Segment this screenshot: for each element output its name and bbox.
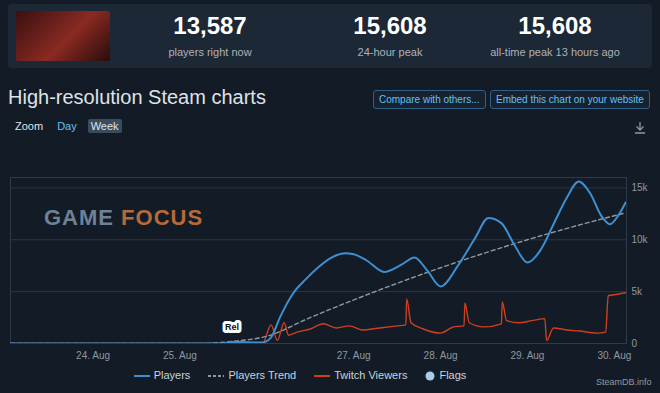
svg-text:27. Aug: 27. Aug (337, 350, 371, 361)
html-text:Embed this chart on your websi: Embed this chart on your website (496, 94, 644, 105)
svg-text:Rel: Rel (225, 322, 239, 332)
html-text:Players: Players (153, 369, 191, 381)
html-text:High-resolution Steam charts: High-resolution Steam charts (8, 86, 266, 108)
html-text:13,587: 13,587 (173, 12, 247, 39)
html-text:GAME FOCUS: GAME FOCUS (44, 205, 204, 230)
html-text:SteamDB.info: SteamDB.info (596, 377, 652, 387)
html-text:Players Trend: Players Trend (228, 369, 297, 381)
html-text:players right now: players right now (168, 46, 252, 58)
svg-text:5k: 5k (632, 286, 644, 297)
svg-text:24. Aug: 24. Aug (76, 350, 110, 361)
svg-text:30. Aug: 30. Aug (597, 350, 631, 361)
html-text:15,608: 15,608 (353, 12, 427, 39)
svg-text:25. Aug: 25. Aug (163, 350, 197, 361)
html-text:Compare with others...: Compare with others... (379, 94, 480, 105)
html-text:15,608: 15,608 (518, 12, 592, 39)
svg-text:10k: 10k (632, 234, 649, 245)
svg-text:29. Aug: 29. Aug (510, 350, 544, 361)
html-text:Flags: Flags (439, 369, 467, 381)
html-text:Day: Day (57, 120, 77, 132)
svg-text:15k: 15k (632, 182, 649, 193)
html-text:all-time peak 13 hours ago: all-time peak 13 hours ago (490, 46, 620, 58)
html-text:Zoom: Zoom (15, 120, 44, 132)
svg-text:0: 0 (632, 338, 638, 349)
html-text:Week: Week (90, 120, 119, 132)
html-text:Twitch Viewers: Twitch Viewers (334, 369, 408, 381)
svg-text:28. Aug: 28. Aug (424, 350, 458, 361)
html-text:24-hour peak: 24-hour peak (357, 46, 423, 58)
